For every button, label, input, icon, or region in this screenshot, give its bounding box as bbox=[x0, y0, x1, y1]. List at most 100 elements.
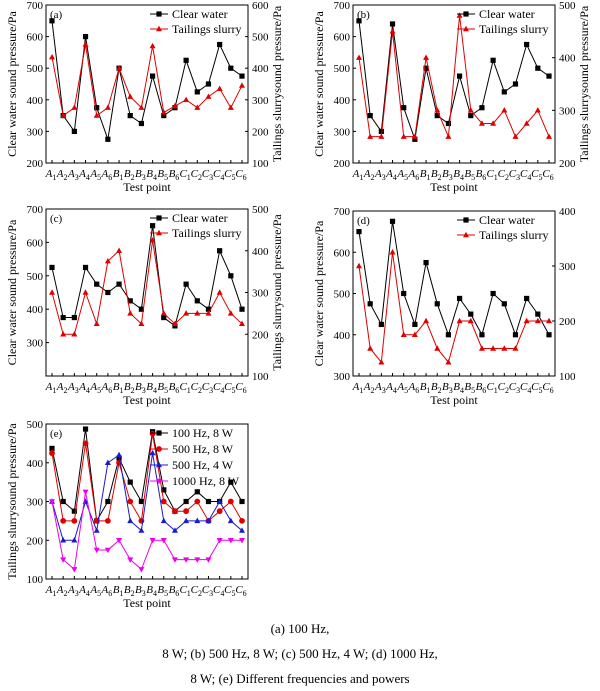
data-point bbox=[356, 54, 362, 60]
data-point bbox=[138, 104, 145, 110]
x-tick-label: A3 bbox=[67, 381, 79, 395]
data-point bbox=[423, 54, 430, 60]
x-tick-label: A3 bbox=[67, 584, 79, 598]
data-point bbox=[216, 85, 223, 91]
data-point bbox=[149, 430, 156, 437]
data-point bbox=[228, 65, 234, 71]
data-point bbox=[412, 321, 418, 328]
x-tick-label: B4 bbox=[146, 584, 157, 598]
data-point bbox=[49, 445, 55, 452]
x-tick-label: B5 bbox=[157, 584, 168, 598]
data-point bbox=[105, 136, 111, 142]
y-tick-label: 500 bbox=[27, 63, 44, 75]
x-tick-label: B4 bbox=[453, 168, 464, 182]
legend-marker bbox=[463, 217, 469, 223]
data-point bbox=[71, 567, 78, 573]
x-tick-label: C5 bbox=[531, 381, 542, 395]
data-point bbox=[60, 314, 66, 321]
data-point bbox=[138, 498, 145, 505]
data-point bbox=[434, 107, 441, 113]
legend-entry: 500 Hz, 8 W bbox=[172, 442, 234, 456]
data-point bbox=[183, 498, 189, 505]
x-tick-label: A5 bbox=[396, 381, 408, 395]
y-tick-label: 200 bbox=[27, 158, 44, 170]
data-point bbox=[82, 41, 89, 47]
y2-tick-label: 100 bbox=[252, 158, 269, 170]
data-point bbox=[205, 310, 212, 316]
data-point bbox=[60, 112, 67, 118]
data-point bbox=[93, 320, 100, 327]
data-point bbox=[411, 331, 418, 337]
x-tick-label: C6 bbox=[235, 584, 246, 598]
panel-label: (a) bbox=[50, 9, 63, 21]
data-point bbox=[401, 105, 407, 111]
y-tick-label: 300 bbox=[334, 126, 351, 138]
x-tick-label: A5 bbox=[89, 584, 101, 598]
data-point bbox=[49, 450, 55, 456]
legend-entry: Clear water bbox=[479, 7, 535, 21]
data-point bbox=[216, 289, 223, 295]
data-point bbox=[127, 498, 134, 505]
x-tick-label: C2 bbox=[191, 168, 202, 182]
data-point bbox=[367, 113, 373, 119]
x-tick-label: C2 bbox=[191, 381, 202, 395]
data-point bbox=[149, 538, 156, 544]
x-tick-label: A5 bbox=[396, 168, 408, 182]
y-tick-label: 400 bbox=[334, 95, 351, 107]
x-tick-label: B3 bbox=[442, 168, 453, 182]
data-point bbox=[160, 498, 167, 505]
figure-caption-line-1: (a) 100 Hz, bbox=[270, 621, 330, 636]
data-point bbox=[183, 557, 190, 563]
data-point bbox=[490, 290, 496, 297]
x-tick-label: B4 bbox=[146, 168, 157, 182]
data-point bbox=[205, 517, 212, 524]
data-point bbox=[82, 426, 89, 432]
series-line-1 bbox=[51, 20, 243, 140]
legend-marker bbox=[156, 25, 162, 32]
data-point bbox=[501, 107, 508, 113]
data-point bbox=[149, 237, 156, 243]
y-tick-label: 300 bbox=[27, 338, 44, 350]
data-point bbox=[239, 73, 245, 79]
data-point bbox=[534, 317, 541, 324]
data-point bbox=[367, 301, 373, 307]
y2-tick-label: 500 bbox=[252, 32, 269, 44]
x-tick-label: C3 bbox=[202, 381, 213, 395]
data-point bbox=[183, 96, 190, 102]
data-point bbox=[194, 89, 200, 95]
y-tick-label: 200 bbox=[334, 158, 351, 170]
x-tick-label: B5 bbox=[157, 168, 168, 182]
y2-tick-label: 300 bbox=[252, 288, 269, 300]
data-point bbox=[512, 332, 519, 338]
series-line-1 bbox=[358, 20, 550, 140]
data-point bbox=[104, 517, 111, 524]
data-point bbox=[171, 320, 178, 327]
legend-marker bbox=[463, 11, 469, 17]
x-tick-label: B6 bbox=[169, 584, 180, 598]
data-point bbox=[127, 517, 134, 524]
data-point bbox=[116, 247, 123, 253]
data-point bbox=[512, 345, 519, 351]
data-point bbox=[49, 264, 55, 271]
data-point bbox=[138, 306, 145, 312]
data-point bbox=[239, 498, 245, 505]
x-tick-label: B2 bbox=[124, 168, 135, 182]
data-point bbox=[116, 455, 122, 461]
data-point bbox=[183, 281, 189, 287]
data-point bbox=[183, 310, 190, 316]
y-axis-title: Clear water sound pressure/Pa bbox=[5, 11, 19, 157]
x-axis-title: Test point bbox=[123, 180, 171, 194]
x-tick-label: A4 bbox=[78, 168, 90, 182]
x-tick-label: C4 bbox=[520, 381, 531, 395]
data-point bbox=[501, 345, 508, 351]
data-point bbox=[93, 547, 100, 554]
data-point bbox=[378, 321, 384, 328]
data-point bbox=[239, 306, 245, 312]
legend-marker bbox=[156, 11, 162, 17]
data-point bbox=[149, 42, 156, 49]
y2-tick-label: 300 bbox=[559, 261, 576, 273]
x-tick-label: B6 bbox=[169, 168, 180, 182]
legend-marker bbox=[463, 25, 469, 32]
x-tick-label: C4 bbox=[213, 584, 224, 598]
y-tick-label: 500 bbox=[334, 63, 351, 75]
